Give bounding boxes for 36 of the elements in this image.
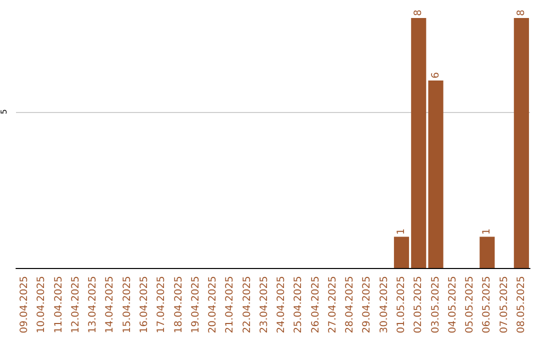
x-tick-label: 06.05.2025 <box>482 276 493 334</box>
x-tick-label: 08.05.2025 <box>516 276 527 334</box>
x-tick-label: 20.04.2025 <box>208 276 219 334</box>
x-tick-label: 04.05.2025 <box>447 276 458 334</box>
x-tick-label: 05.05.2025 <box>464 276 476 334</box>
x-tick-label: 29.04.2025 <box>362 276 373 334</box>
x-tick-label: 19.04.2025 <box>190 276 202 334</box>
x-tick-label: 01.05.2025 <box>396 276 407 334</box>
x-tick-label: 02.05.2025 <box>413 276 424 334</box>
data-label: 8 <box>413 10 424 16</box>
x-tick-label: 22.04.2025 <box>242 276 253 334</box>
x-tick-label: 14.04.2025 <box>104 276 116 334</box>
x-tick-label: 17.04.2025 <box>156 276 168 334</box>
data-label: 1 <box>482 228 493 235</box>
data-label: 6 <box>430 72 442 78</box>
x-tick-label: 23.04.2025 <box>258 276 270 334</box>
x-tick-label: 25.04.2025 <box>293 276 304 334</box>
x-tick-label: 13.04.2025 <box>88 276 99 334</box>
y-tick-label: 5 <box>0 109 8 114</box>
data-label: 1 <box>396 228 407 235</box>
x-tick-label: 03.05.2025 <box>430 276 442 334</box>
x-tick-label: 09.04.2025 <box>19 276 30 334</box>
x-tick-label: 21.04.2025 <box>224 276 236 334</box>
x-tick-label: 28.04.2025 <box>344 276 356 334</box>
x-tick-label: 30.04.2025 <box>378 276 390 334</box>
x-tick-label: 15.04.2025 <box>122 276 133 334</box>
x-tick-label: 24.04.2025 <box>276 276 288 334</box>
x-tick-label: 12.04.2025 <box>70 276 82 334</box>
x-tick-label: 18.04.2025 <box>173 276 184 334</box>
x-tick-label: 16.04.2025 <box>139 276 150 334</box>
data-label: 8 <box>516 10 527 16</box>
x-tick-label: 26.04.2025 <box>310 276 322 334</box>
x-tick-label: 10.04.2025 <box>36 276 48 334</box>
x-tick-label: 11.04.2025 <box>53 276 64 334</box>
x-tick-label: 07.05.2025 <box>498 276 510 334</box>
x-tick-label: 27.04.2025 <box>327 276 338 334</box>
